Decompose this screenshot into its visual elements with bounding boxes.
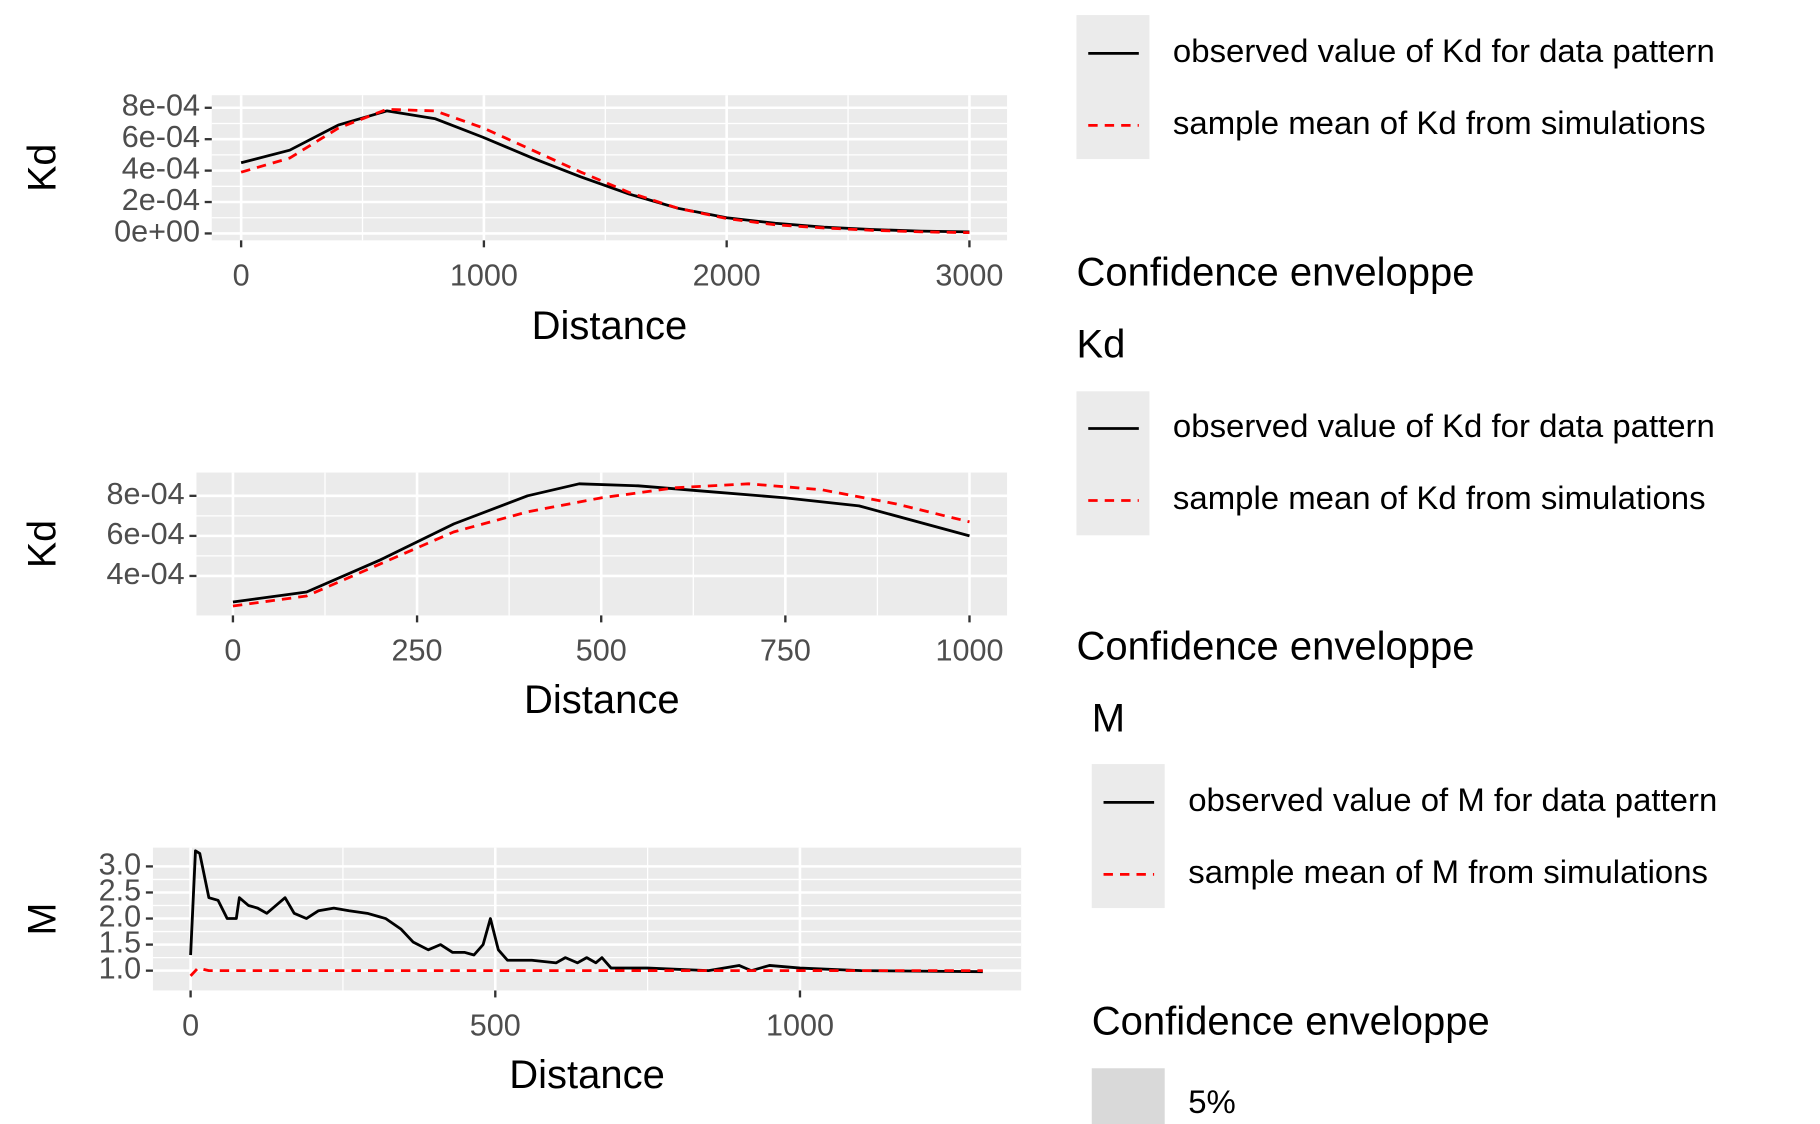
x-tick-label: 500 xyxy=(576,634,627,668)
y-axis-title: M xyxy=(20,903,64,936)
data-line xyxy=(232,482,970,608)
x-tick-label: 500 xyxy=(470,1009,521,1043)
legend-title: Kd xyxy=(1076,323,1125,367)
y-axis-title: Kd xyxy=(20,144,64,192)
legend-title: Confidence enveloppe xyxy=(1076,625,1474,669)
data-line xyxy=(189,849,983,974)
x-tick-label: 2000 xyxy=(693,259,761,293)
y-tick-label: 8e-04 xyxy=(122,89,200,123)
legend-key-background xyxy=(1076,391,1150,536)
panel-background xyxy=(211,95,1008,241)
legend: observed value of Kd for data pattern sam… xyxy=(1076,15,1715,295)
x-tick-label: 1000 xyxy=(766,1009,834,1043)
y-tick-label: 6e-04 xyxy=(106,517,184,551)
x-tick-label: 1000 xyxy=(450,259,518,293)
y-tick-label: 2.0 xyxy=(99,900,142,934)
legend-label: observed value of M for data pattern xyxy=(1188,781,1717,818)
legend-key-background xyxy=(1076,15,1150,160)
legend-label: sample mean of Kd from simulations xyxy=(1173,479,1706,516)
y-tick-label: 6e-04 xyxy=(122,120,200,154)
x-tick-label: 3000 xyxy=(935,259,1003,293)
legend: Kd observed value of Kd for data pattern s… xyxy=(1076,323,1715,669)
panel-group: 0 250 500 750 1000 4e-04 6e-04 8e-04 Distance Kd xyxy=(20,472,1008,722)
x-tick-label: 750 xyxy=(760,634,811,668)
y-tick-label: 3.0 xyxy=(99,848,142,882)
data-line xyxy=(232,482,970,604)
legend-title: M xyxy=(1092,697,1125,741)
x-tick-label: 0 xyxy=(182,1009,199,1043)
y-tick-label: 2.5 xyxy=(99,874,142,908)
legend-title: Confidence enveloppe xyxy=(1076,251,1474,295)
y-tick-label: 4e-04 xyxy=(106,557,184,591)
legend-key-background xyxy=(1091,764,1165,909)
x-axis-title: Distance xyxy=(509,1053,665,1097)
legend-label: observed value of Kd for data pattern xyxy=(1173,32,1715,69)
y-tick-label: 4e-04 xyxy=(122,152,200,186)
y-tick-label: 1.0 xyxy=(99,952,142,986)
legend-key xyxy=(1091,1068,1165,1124)
x-tick-label: 0 xyxy=(233,259,250,293)
legend-label: observed value of Kd for data pattern xyxy=(1173,407,1715,444)
y-tick-label: 8e-04 xyxy=(106,477,184,511)
y-tick-label: 0e+00 xyxy=(114,215,200,249)
x-tick-label: 0 xyxy=(224,634,241,668)
legend-label: sample mean of M from simulations xyxy=(1188,853,1708,890)
data-line xyxy=(240,107,970,235)
y-axis-title: Kd xyxy=(20,520,64,568)
legend-label: sample mean of Kd from simulations xyxy=(1173,104,1706,141)
legend-title: Confidence enveloppe xyxy=(1092,1000,1490,1044)
data-line xyxy=(189,966,983,977)
x-axis-title: Distance xyxy=(524,678,680,722)
legend-label: 5% xyxy=(1188,1083,1236,1120)
x-tick-label: 250 xyxy=(392,634,443,668)
x-axis-title: Distance xyxy=(532,304,688,348)
panel-group: 0 500 1000 1.01.52.02.53.0 Distance M xyxy=(20,848,1022,1097)
x-tick-label: 1000 xyxy=(935,634,1003,668)
y-tick-label: 1.5 xyxy=(99,926,142,960)
y-tick-label: 2e-04 xyxy=(122,183,200,217)
